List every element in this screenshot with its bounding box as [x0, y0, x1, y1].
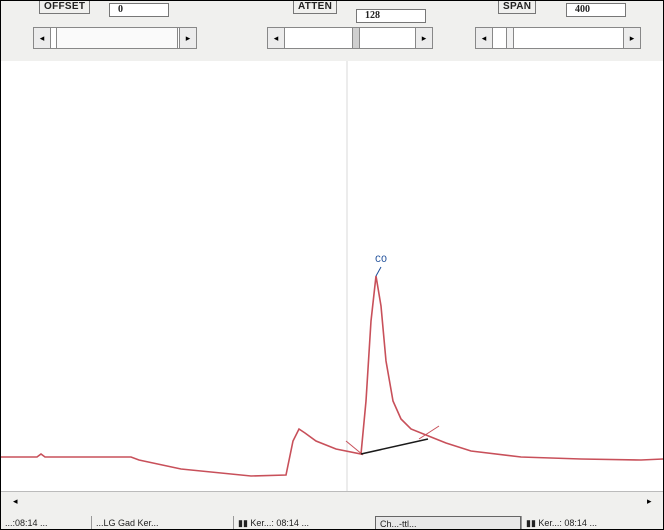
taskbar: ...:08:14 ... ...LG Gad Ker... ▮▮ Ker...… — [1, 516, 663, 529]
offset-label: OFFSET — [39, 1, 91, 14]
peak-start-tick — [345, 440, 364, 456]
plot-scroll-right-button[interactable]: ▸ — [647, 496, 652, 506]
span-scroll-thumb[interactable] — [506, 28, 514, 48]
offset-scroll-left-button[interactable]: ◂ — [34, 28, 51, 48]
peak-label-co: CO — [375, 255, 387, 266]
atten-value: 128 — [356, 9, 426, 23]
offset-scroll-thumb[interactable] — [56, 28, 178, 48]
atten-label: ATTEN — [293, 1, 338, 14]
offset-scrollbar[interactable]: ◂ ▸ — [33, 27, 197, 49]
atten-scroll-right-button[interactable]: ▸ — [415, 28, 432, 48]
peak-end-tick — [418, 425, 440, 440]
chromatogram-plot: CO — [1, 61, 663, 491]
plot-scroll-left-button[interactable]: ◂ — [13, 496, 18, 506]
taskbar-item[interactable]: ▮▮ Ker...: 08:14 ... — [521, 516, 663, 529]
control-toolbar: OFFSET 0 ◂ ▸ ATTEN 128 ◂ ▸ SPAN 400 ◂ ▸ — [1, 1, 663, 61]
atten-scroll-left-button[interactable]: ◂ — [268, 28, 285, 48]
offset-scroll-right-button[interactable]: ▸ — [179, 28, 196, 48]
atten-scroll-thumb[interactable] — [352, 28, 360, 48]
taskbar-item[interactable]: ▮▮ Ker...: 08:14 ... — [233, 516, 374, 529]
peak-baseline — [360, 438, 429, 455]
offset-value: 0 — [109, 3, 169, 17]
peak-label-leader — [375, 266, 382, 277]
span-scrollbar[interactable]: ◂ ▸ — [475, 27, 641, 49]
span-value: 400 — [566, 3, 626, 17]
bottom-bar: ◂ ▸ ...:08:14 ... ...LG Gad Ker... ▮▮ Ke… — [1, 491, 663, 529]
span-scroll-right-button[interactable]: ▸ — [623, 28, 640, 48]
taskbar-item[interactable]: ...:08:14 ... — [5, 518, 48, 528]
taskbar-item[interactable]: ...LG Gad Ker... — [91, 516, 232, 529]
atten-scrollbar[interactable]: ◂ ▸ — [267, 27, 433, 49]
span-scroll-left-button[interactable]: ◂ — [476, 28, 493, 48]
detector-trace — [1, 275, 663, 477]
taskbar-item-active[interactable]: Ch...-ttl... — [375, 516, 521, 529]
span-label: SPAN — [498, 1, 537, 14]
plot-horizontal-scrollbar[interactable]: ◂ ▸ — [1, 496, 663, 512]
